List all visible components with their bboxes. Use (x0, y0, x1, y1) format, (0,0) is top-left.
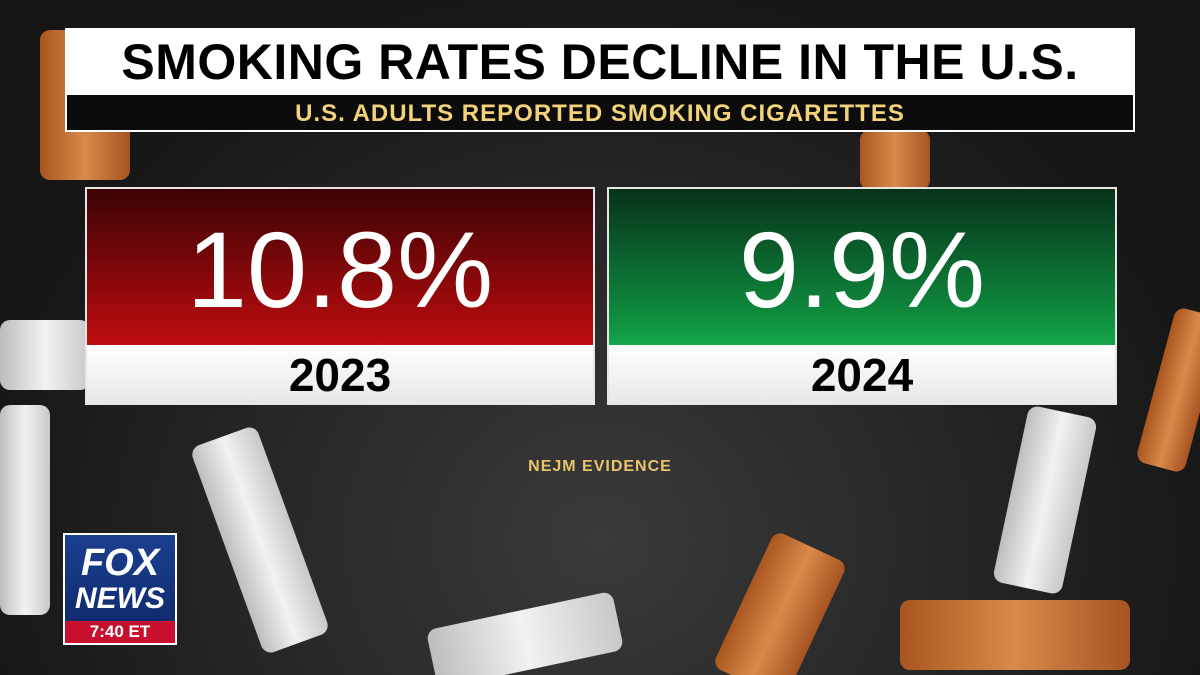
logo-text: FOX (80, 542, 160, 584)
stat-value: 9.9% (609, 189, 1115, 345)
logo: FOX NEWS 7:40 ET (63, 533, 177, 645)
cigarette (425, 590, 625, 675)
cigarette (900, 600, 1130, 670)
stat-year: 2024 (609, 345, 1115, 403)
stat-value: 10.8% (87, 189, 593, 345)
title: SMOKING RATES DECLINE IN THE U.S. (65, 28, 1135, 95)
cigarette (0, 320, 90, 390)
cigarette (1135, 306, 1200, 474)
stat-card: 10.8% 2023 (85, 187, 595, 405)
cigarette (712, 530, 848, 675)
cigarette (189, 424, 331, 656)
cigarette (860, 130, 930, 190)
stat-year: 2023 (87, 345, 593, 403)
source: NEJM EVIDENCE (528, 458, 672, 475)
clock: 7:40 ET (65, 621, 175, 643)
cigarette (0, 405, 50, 615)
subtitle: U.S. ADULTS REPORTED SMOKING CIGARETTES (65, 95, 1135, 132)
stat-card: 9.9% 2024 (607, 187, 1117, 405)
logo-text: NEWS (75, 582, 165, 615)
cigarette (992, 404, 1098, 596)
